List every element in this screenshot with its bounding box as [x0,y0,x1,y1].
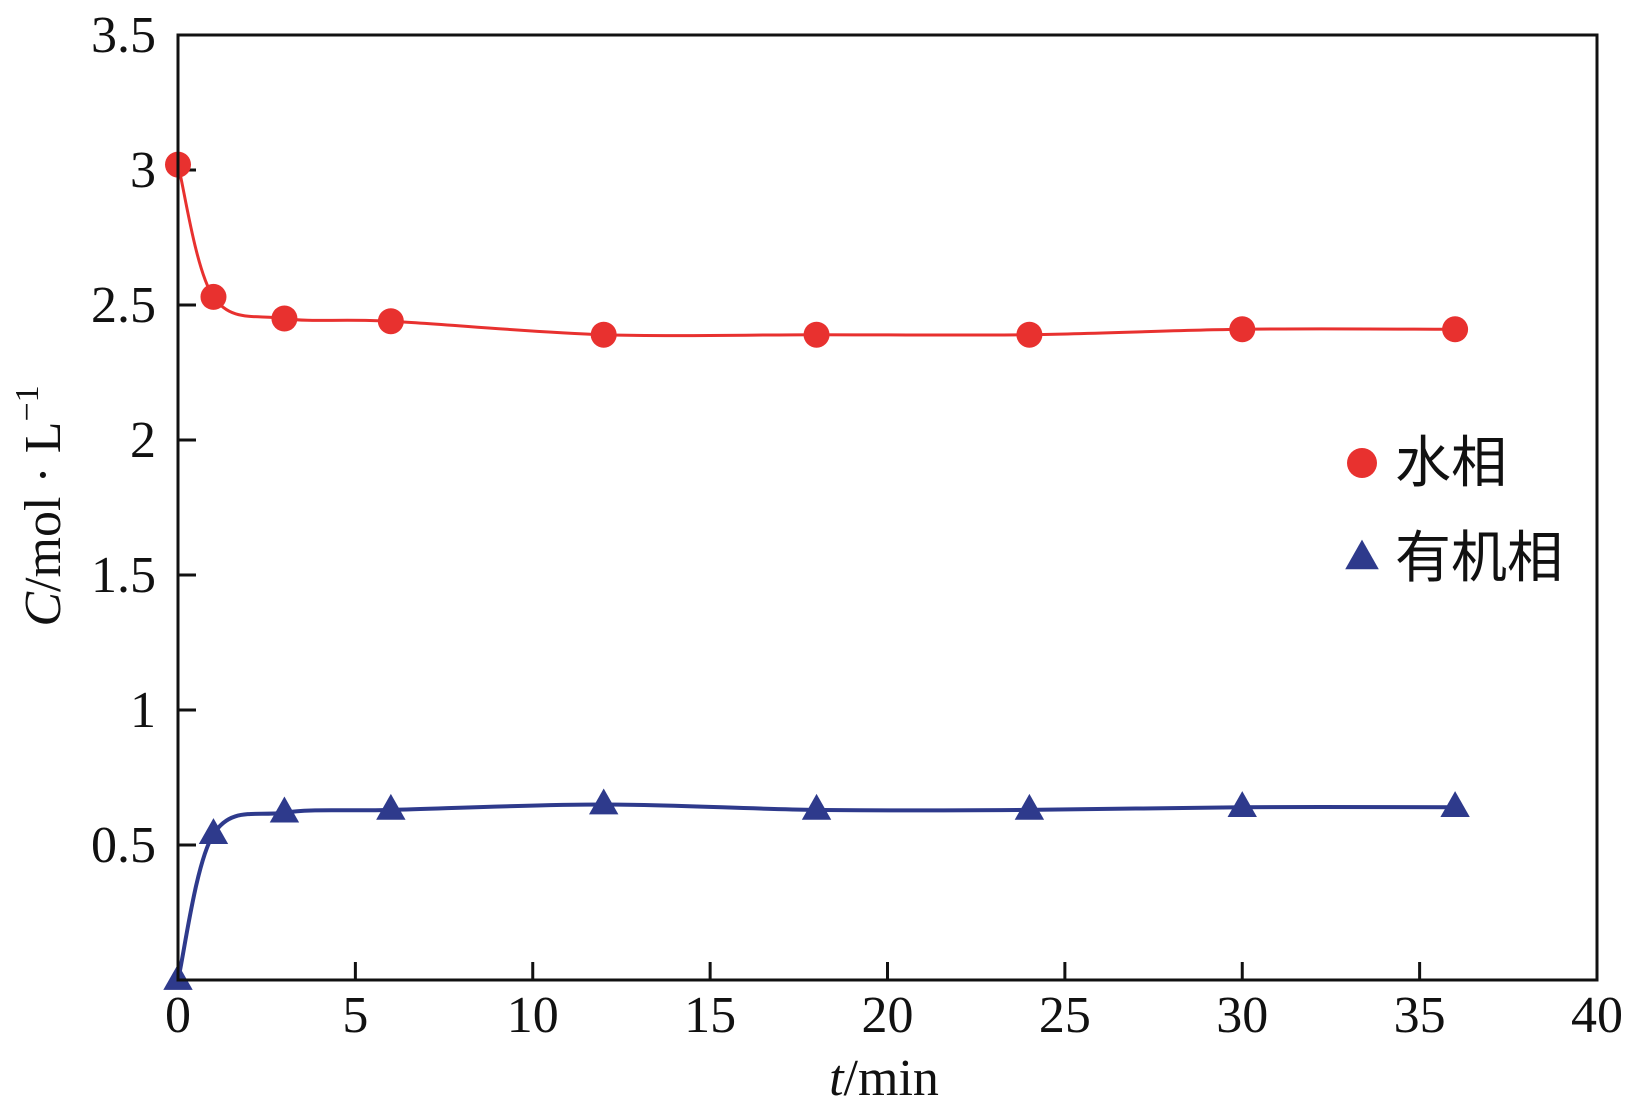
x-axis-title-var: t [829,1050,845,1107]
series-line [176,802,1456,981]
y-tick-label: 3 [130,142,156,199]
x-tick-label: 40 [1571,987,1623,1044]
y-tick-label: 1.5 [91,547,156,604]
data-point [1440,791,1470,818]
legend-item: 有机相 [1345,526,1563,591]
data-point [1442,316,1469,343]
y-axis-title-sup: −1 [9,385,46,421]
data-point [269,796,300,823]
data-point [590,321,617,348]
x-tick-label: 0 [165,987,191,1044]
y-axis-title-unit: /mol · L [15,422,72,592]
x-tick-label: 25 [1039,987,1091,1044]
x-tick-label: 5 [342,987,368,1044]
data-point [803,321,830,348]
data-point [1014,793,1045,820]
x-tick-label: 10 [507,987,559,1044]
series-layer [163,151,1470,990]
legend-marker [1347,448,1377,478]
x-axis-title: t/min [829,1050,939,1107]
series-1 [165,151,1469,348]
data-point [377,308,404,335]
data-point [1016,321,1043,348]
x-tick-label: 30 [1216,987,1268,1044]
y-tick-label: 1 [130,682,156,739]
plot-frame [176,33,1599,982]
x-tick-label: 35 [1394,987,1446,1044]
legend-marker [1345,539,1379,570]
legend-label: 水相 [1395,431,1507,496]
x-axis-title-unit: /min [844,1050,939,1107]
y-tick-label: 2 [130,412,156,469]
legend-item: 水相 [1347,431,1507,496]
y-tick-label: 2.5 [91,277,156,334]
data-point [1227,791,1257,818]
x-tick-label: 15 [684,987,736,1044]
data-point [801,793,832,820]
series-2 [163,788,1470,990]
data-point [1229,316,1256,343]
data-point [589,788,619,815]
y-axis-title: C/mol · L−1 [9,385,72,626]
data-point [376,793,406,820]
y-tick-label: 0.5 [91,817,156,874]
data-point [271,305,298,332]
series-line [176,164,1456,338]
data-point [200,283,227,310]
legend-label: 有机相 [1395,526,1563,591]
data-point [198,818,229,845]
x-tick-label: 20 [862,987,914,1044]
labels-layer: 0 5 10 15 20 25 30 35 40 0.5 1 1.5 2 2.5 3 3.5 [91,7,1623,1044]
y-axis-title-var: C [15,591,72,627]
y-tick-label: 3.5 [91,7,156,64]
ticks-layer [176,33,1599,980]
